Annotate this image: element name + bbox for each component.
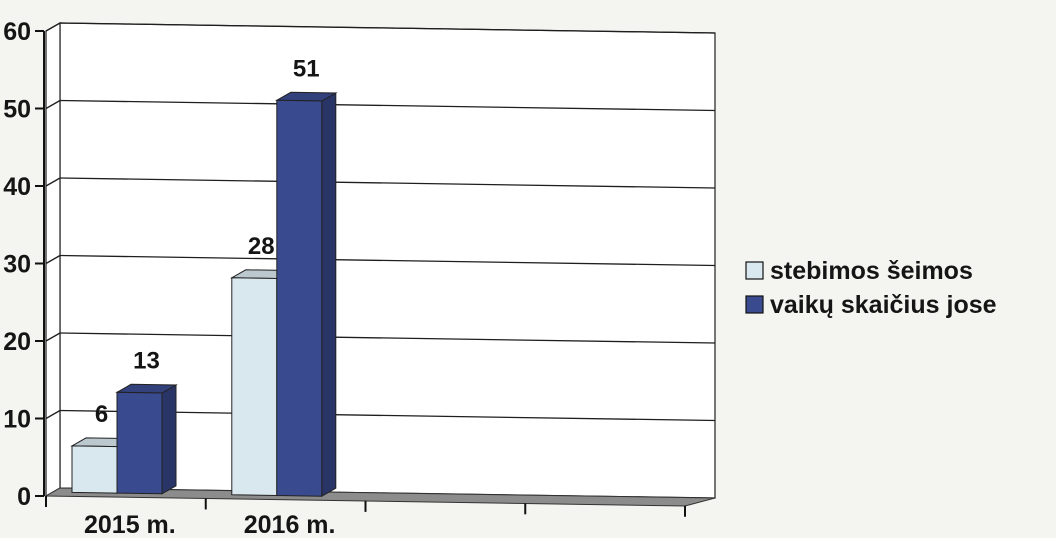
y-tick-label: 10 — [3, 406, 31, 434]
y-tick-label: 50 — [3, 96, 31, 124]
legend-swatch — [745, 295, 764, 314]
gridline — [45, 332, 61, 342]
bar — [115, 383, 178, 495]
plot-floor — [44, 487, 716, 507]
y-tick-label: 60 — [3, 18, 31, 46]
gridline — [59, 177, 716, 189]
y-tick-label: 20 — [3, 328, 31, 356]
bar-data-label: 6 — [95, 401, 108, 428]
bar-data-label: 28 — [248, 233, 275, 260]
bar-data-label: 13 — [133, 347, 160, 374]
gridline — [59, 332, 716, 344]
bar — [274, 91, 338, 498]
gridline — [45, 409, 61, 420]
legend-swatch — [745, 261, 764, 280]
legend-label: stebimos šeimos — [770, 257, 973, 285]
bar-front-face — [71, 445, 118, 494]
gridline — [59, 99, 716, 112]
gridline — [45, 254, 61, 265]
gridline — [45, 99, 61, 110]
bar-side-face — [321, 92, 337, 498]
bar-front-face — [116, 391, 163, 495]
gridline — [59, 22, 716, 34]
y-tick-label: 40 — [3, 173, 31, 201]
bar-data-label: 51 — [293, 55, 320, 82]
bar-front-face — [231, 277, 278, 497]
gridline — [45, 177, 61, 187]
y-tick-label: 0 — [17, 483, 31, 511]
legend-label: vaikų skaičius jose — [770, 291, 997, 319]
gridline — [45, 22, 61, 32]
bar-side-face — [161, 384, 177, 495]
bar-front-face — [276, 99, 323, 497]
x-category-label: 2015 m. — [84, 511, 176, 538]
x-category-label: 2016 m. — [244, 511, 336, 538]
gridline — [59, 254, 716, 267]
y-tick-label: 30 — [3, 251, 31, 279]
